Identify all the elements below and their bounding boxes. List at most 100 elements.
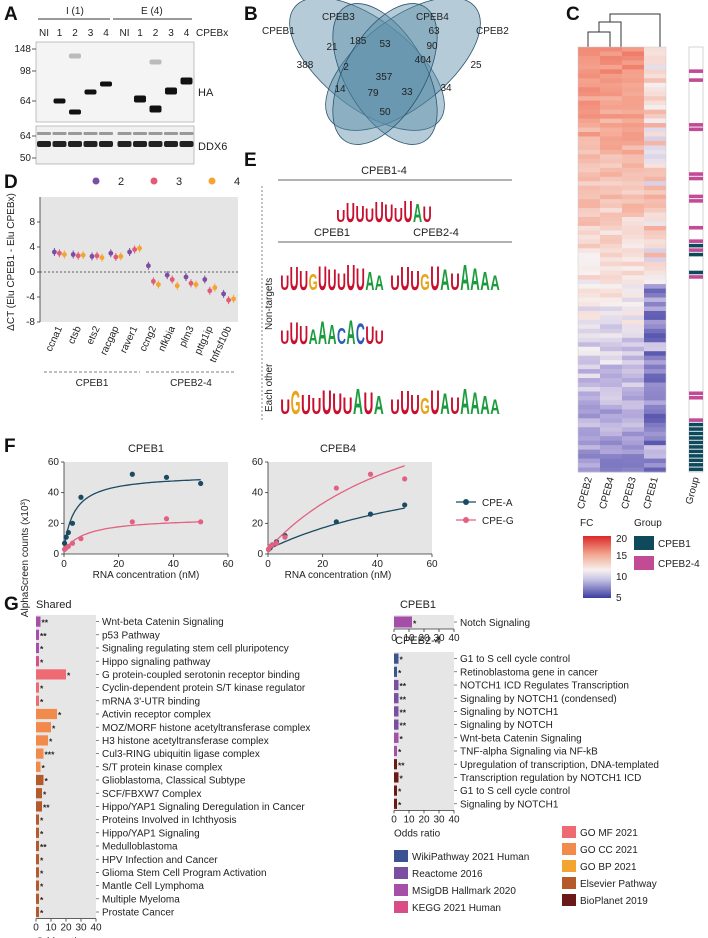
enrich-stars: ** <box>42 618 49 628</box>
heatmap-cell <box>600 288 622 294</box>
heatmap-cell <box>622 324 644 330</box>
ha-band <box>100 81 112 87</box>
heatmap-cell <box>578 422 600 428</box>
heatmap-cell <box>622 82 644 88</box>
panel-g-letter: G <box>4 594 19 615</box>
logo-letter: U <box>450 392 460 419</box>
venn-count: 25 <box>470 60 482 71</box>
heatmap-cell <box>600 319 622 325</box>
ha-band <box>84 89 97 95</box>
ddx6-band-faint <box>117 132 132 135</box>
venn-cpeb4 <box>332 3 438 145</box>
binding-point <box>78 494 84 500</box>
heatmap-cell <box>644 87 666 93</box>
heatmap-cell <box>578 118 600 124</box>
heatmap-cell <box>578 261 600 267</box>
heatmap-cell <box>600 275 622 281</box>
heatmap-cell <box>644 172 666 178</box>
heatmap-cell <box>578 172 600 178</box>
group-mark <box>689 463 703 467</box>
heatmap-cell <box>578 257 600 263</box>
ddx6-band <box>68 141 82 147</box>
qpcr-point <box>137 245 143 251</box>
enrich-bar <box>394 679 399 691</box>
lane-label: 1 <box>57 28 63 39</box>
binding-xtick-label: 60 <box>222 559 234 570</box>
heatmap-cell <box>622 391 644 397</box>
enrich-stars: * <box>40 816 44 826</box>
enrich-stars: ** <box>40 631 47 641</box>
heatmap-cell <box>578 302 600 307</box>
binding-fit-curve <box>63 479 201 549</box>
binding-legend-label: CPE-G <box>482 516 514 527</box>
enrich-legend-swatch <box>562 877 576 889</box>
heatmap-cell <box>600 96 622 102</box>
binding-point <box>367 471 374 477</box>
venn-count: 90 <box>426 41 438 52</box>
binding-ytick-label: 40 <box>252 488 264 499</box>
group-legend-swatch <box>634 556 654 570</box>
heatmap-cell <box>622 123 644 128</box>
heatmap-cell <box>622 163 644 169</box>
binding-title-cpeb4: CPEB4 <box>320 443 356 455</box>
heatmap-cell <box>600 185 622 191</box>
heatmap-cell <box>644 382 666 388</box>
heatmap-cell <box>578 114 600 119</box>
heatmap-cell <box>578 391 600 397</box>
heatmap-cell <box>644 51 666 57</box>
heatmap-cell <box>622 132 644 137</box>
group-mark <box>689 422 703 427</box>
qpcr-point <box>89 253 95 259</box>
heatmap-cell <box>600 302 622 307</box>
heatmap-cell <box>600 427 622 433</box>
heatmap-cell <box>622 185 644 191</box>
enrich-term: Wnt-beta Catenin Signaling <box>460 733 582 744</box>
ddx6-band-faint <box>52 132 67 135</box>
enrich-stars: * <box>400 774 404 784</box>
qpcr-legend-dot <box>208 177 216 185</box>
enrich-stars: ** <box>400 681 407 691</box>
heatmap-cell <box>622 364 644 370</box>
logo-letter: G <box>309 270 318 295</box>
ddx6-band-faint <box>179 132 194 135</box>
group-mark <box>689 467 703 472</box>
heatmap-cell <box>578 158 600 164</box>
heatmap <box>577 46 667 473</box>
heatmap-cell <box>644 378 666 383</box>
heatmap-cell <box>578 132 600 137</box>
heatmap-cell <box>622 154 644 160</box>
enrich-term: Transcription regulation by NOTCH1 ICD <box>460 773 641 784</box>
heatmap-cell <box>578 364 600 370</box>
qpcr-point <box>174 283 180 289</box>
heatmap-cell <box>622 315 644 321</box>
enrich-bar <box>36 840 39 852</box>
enrich-stars: * <box>398 747 402 757</box>
enrich-term: H3 histone acetyltransferase complex <box>102 736 269 747</box>
group-mark <box>689 248 703 252</box>
binding-point <box>78 536 84 542</box>
heatmap-cell <box>622 288 644 294</box>
heatmap-cell <box>622 387 644 392</box>
logo-letter: U <box>346 198 355 229</box>
heatmap-cell <box>600 387 622 392</box>
blot-ha <box>35 41 195 123</box>
mw-label: 98 <box>20 66 32 77</box>
fc-tick: 15 <box>616 551 628 562</box>
heatmap-cell <box>578 395 600 401</box>
heatmap-cell <box>600 422 622 428</box>
heatmap-cell <box>578 324 600 330</box>
heatmap-cell <box>644 154 666 160</box>
enrich-legend-swatch <box>394 884 408 896</box>
lane-label: 3 <box>88 28 94 39</box>
qpcr-gene-label: ctsb <box>66 324 84 346</box>
heatmap-cell <box>600 217 622 222</box>
logo-letter: U <box>410 390 420 421</box>
heatmap-cell <box>644 64 666 70</box>
heatmap-cell <box>578 369 600 374</box>
panel-d-letter: D <box>4 172 18 193</box>
heatmap-cell <box>622 118 644 124</box>
heatmap-cell <box>644 449 666 455</box>
